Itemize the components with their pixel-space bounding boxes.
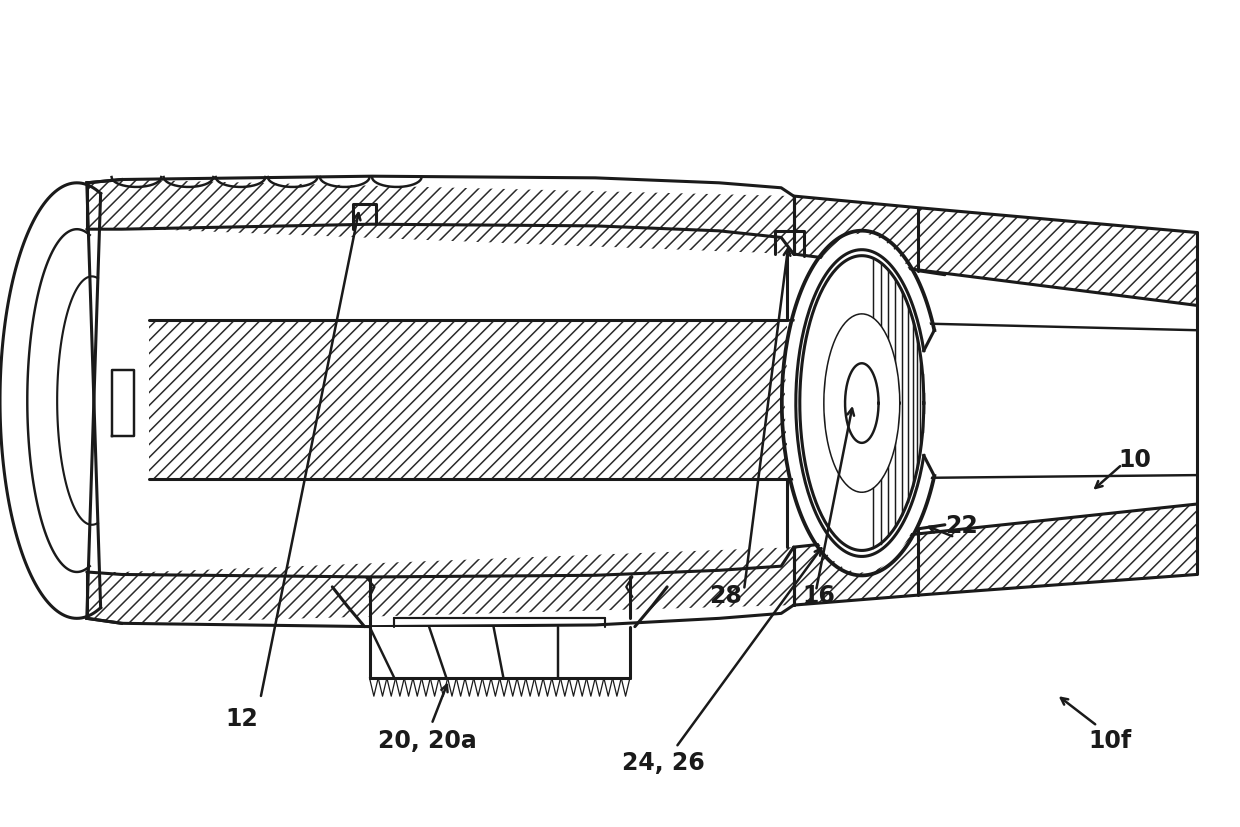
Polygon shape [794, 504, 1197, 605]
Text: 24, 26: 24, 26 [622, 751, 704, 774]
Polygon shape [122, 230, 794, 572]
Text: 10: 10 [1118, 447, 1151, 471]
Text: 12: 12 [226, 706, 258, 729]
Ellipse shape [825, 315, 899, 492]
Polygon shape [794, 197, 1197, 306]
Text: 16: 16 [802, 584, 835, 607]
Polygon shape [87, 180, 794, 255]
Polygon shape [87, 547, 794, 624]
Polygon shape [785, 234, 939, 573]
Polygon shape [149, 321, 787, 480]
Polygon shape [794, 255, 1197, 547]
Polygon shape [149, 480, 787, 572]
Text: 28: 28 [709, 584, 742, 607]
Text: 10f: 10f [1089, 729, 1131, 752]
Polygon shape [149, 230, 787, 321]
Text: 22: 22 [945, 514, 977, 537]
Text: 20, 20a: 20, 20a [378, 729, 477, 752]
Polygon shape [370, 627, 630, 678]
